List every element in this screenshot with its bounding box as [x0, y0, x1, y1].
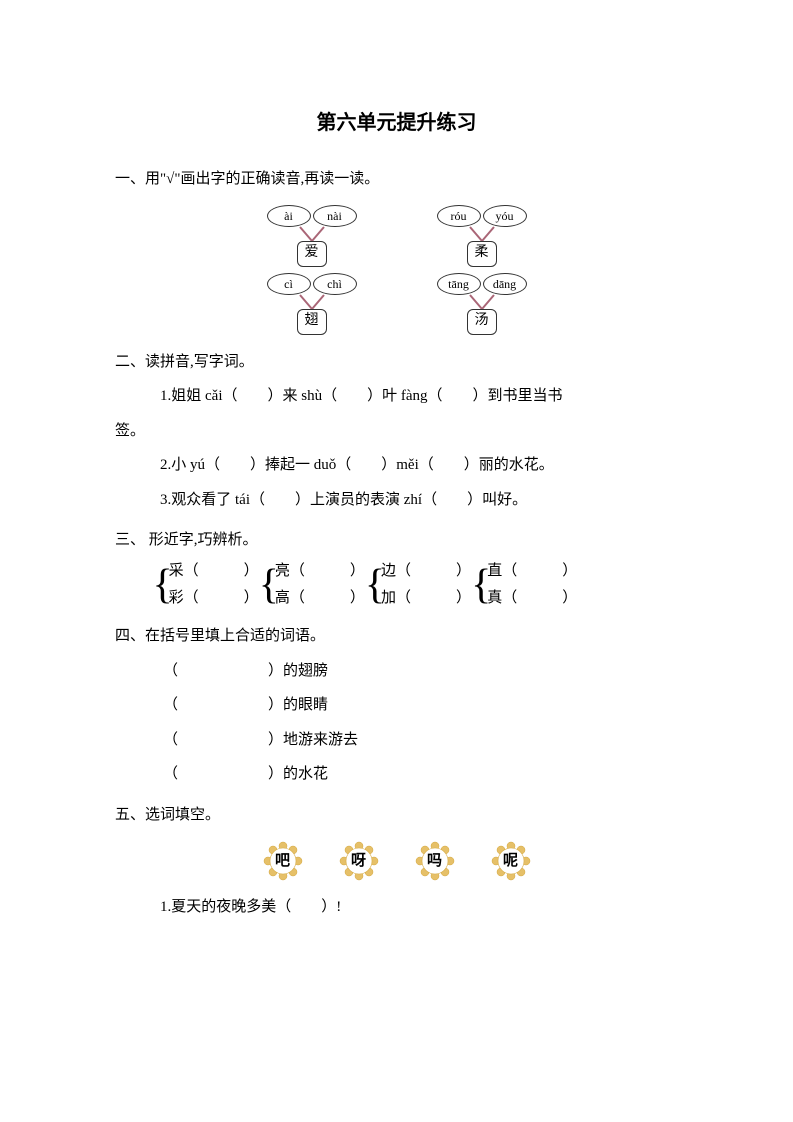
pair-bottom: 加（ ）	[381, 585, 471, 613]
section1-heading: 一、用"√"画出字的正确读音,再读一读。	[115, 162, 678, 197]
question-item: 1.夏天的夜晚多美（ ）!	[115, 890, 678, 925]
option-char: 呢	[503, 844, 518, 879]
page-title: 第六单元提升练习	[115, 100, 678, 146]
character-box: 柔	[467, 241, 497, 267]
pinyin-option[interactable]: tāng	[437, 273, 481, 295]
pinyin-option[interactable]: cì	[267, 273, 311, 295]
flower-option[interactable]: 吧	[262, 840, 304, 882]
pinyin-option[interactable]: dāng	[483, 273, 527, 295]
pinyin-option[interactable]: róu	[437, 205, 481, 227]
section2-heading: 二、读拼音,写字词。	[115, 345, 678, 380]
pair-top: 采（ ）	[169, 558, 259, 586]
pinyin-selection-area: ài nài 爱 róu yóu 柔 cì chì 翅 tāng	[115, 205, 678, 335]
question-item: 2.小 yú（ ）捧起一 duǒ（ ）měi（ ）丽的水花。	[115, 448, 678, 483]
fill-blank-item: （ ）地游来游去	[115, 723, 678, 758]
bubble-group-3: cì chì 翅	[257, 273, 367, 335]
option-char: 吧	[275, 844, 290, 879]
option-char: 呀	[351, 844, 366, 879]
bubble-group-2: róu yóu 柔	[427, 205, 537, 267]
brace-pair: { 亮（ ） 高（ ）	[259, 558, 365, 614]
pair-bottom: 高（ ）	[275, 585, 365, 613]
pair-top: 边（ ）	[381, 558, 471, 586]
brace-pair: { 采（ ） 彩（ ）	[153, 558, 259, 614]
character-box: 汤	[467, 309, 497, 335]
pinyin-option[interactable]: ài	[267, 205, 311, 227]
pair-bottom: 彩（ ）	[169, 585, 259, 613]
pair-top: 亮（ ）	[275, 558, 365, 586]
question-item: 3.观众看了 tái（ ）上演员的表演 zhí（ ）叫好。	[115, 483, 678, 518]
character-box: 爱	[297, 241, 327, 267]
character-pairs-row: { 采（ ） 彩（ ） { 亮（ ） 高（ ） { 边（ ） 加（ ） { 直（…	[115, 558, 678, 614]
flower-option[interactable]: 呀	[338, 840, 380, 882]
pinyin-option[interactable]: chì	[313, 273, 357, 295]
section5-heading: 五、选词填空。	[115, 798, 678, 833]
pinyin-option[interactable]: nài	[313, 205, 357, 227]
flower-option[interactable]: 呢	[490, 840, 532, 882]
brace-pair: { 直（ ） 真（ ）	[471, 558, 577, 614]
brace-pair: { 边（ ） 加（ ）	[365, 558, 471, 614]
question-item-continuation: 签。	[115, 414, 678, 449]
section4-heading: 四、在括号里填上合适的词语。	[115, 619, 678, 654]
pair-bottom: 真（ ）	[487, 585, 577, 613]
pair-top: 直（ ）	[487, 558, 577, 586]
pinyin-option[interactable]: yóu	[483, 205, 527, 227]
option-char: 吗	[427, 844, 442, 879]
character-box: 翅	[297, 309, 327, 335]
fill-blank-item: （ ）的翅膀	[115, 654, 678, 689]
bubble-group-1: ài nài 爱	[257, 205, 367, 267]
bubble-group-4: tāng dāng 汤	[427, 273, 537, 335]
section3-heading: 三、 形近字,巧辨析。	[115, 523, 678, 558]
fill-blank-item: （ ）的水花	[115, 757, 678, 792]
flower-option[interactable]: 吗	[414, 840, 456, 882]
question-item: 1.姐姐 cǎi（ ）来 shù（ ）叶 fàng（ ）到书里当书	[115, 379, 678, 414]
fill-blank-item: （ ）的眼睛	[115, 688, 678, 723]
word-options-row: 吧 呀 吗	[115, 840, 678, 882]
